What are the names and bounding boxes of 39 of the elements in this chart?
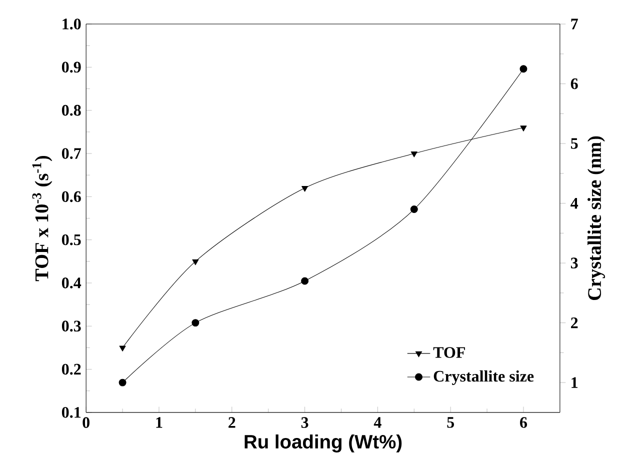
x-tick-label: 1 <box>156 416 162 428</box>
y-tick-label: 0.1 <box>62 406 81 418</box>
point <box>301 277 309 284</box>
point <box>118 378 126 386</box>
point <box>520 125 527 132</box>
point <box>192 318 200 326</box>
y2-tick-label: 5 <box>570 138 578 149</box>
point <box>302 186 308 192</box>
y-tick-label: 0.7 <box>62 148 81 159</box>
y-tick-label: 0.9 <box>62 62 81 72</box>
y-tick-label: 1.0 <box>62 18 81 30</box>
y-tick-label: 0.2 <box>62 364 81 374</box>
y2-tick-label: 2 <box>571 317 578 328</box>
y-tick-label: 0.5 <box>62 234 81 246</box>
point <box>192 259 199 265</box>
y2-tick-label: 3 <box>570 257 578 268</box>
legend-label: Crystallite size <box>434 370 534 385</box>
y-axis-title: TOF x 10$^{-3}$ (s$^{-1}$) <box>32 156 52 281</box>
x-tick-label: 4 <box>374 416 382 428</box>
x-tick-label: 0 <box>82 416 90 428</box>
legend-label: TOF <box>433 346 465 358</box>
x-tick-label: 3 <box>301 416 308 428</box>
y-tick-label: 0.3 <box>62 320 81 332</box>
y2-tick-label: 4 <box>570 198 578 208</box>
point <box>410 205 418 213</box>
point <box>410 151 418 158</box>
y-tick-label: 0.4 <box>62 277 82 288</box>
y2-axis-title: Crystallite size (nm) <box>588 136 605 300</box>
y-tick-label: 0.8 <box>62 104 81 116</box>
point <box>119 345 126 352</box>
x-tick-label: 5 <box>447 416 454 428</box>
y2-tick-label: 1 <box>572 377 578 388</box>
y2-tick-label: 6 <box>570 78 578 89</box>
point <box>520 64 528 72</box>
y2-tick-label: 7 <box>571 18 578 30</box>
y-tick-label: 0.6 <box>62 190 81 202</box>
x-tick-label: 6 <box>520 416 528 428</box>
x-axis-title: Ru loading (Wt%) <box>244 434 402 452</box>
x-tick-label: 2 <box>228 416 236 428</box>
